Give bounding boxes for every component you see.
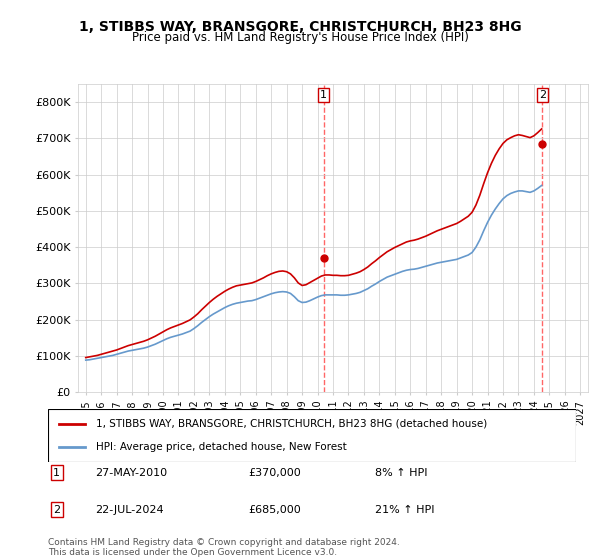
Text: Price paid vs. HM Land Registry's House Price Index (HPI): Price paid vs. HM Land Registry's House …: [131, 31, 469, 44]
Text: 1, STIBBS WAY, BRANSGORE, CHRISTCHURCH, BH23 8HG: 1, STIBBS WAY, BRANSGORE, CHRISTCHURCH, …: [79, 20, 521, 34]
Text: 27-MAY-2010: 27-MAY-2010: [95, 468, 167, 478]
Text: 1: 1: [320, 90, 327, 100]
Text: HPI: Average price, detached house, New Forest: HPI: Average price, detached house, New …: [95, 442, 346, 452]
Text: 2: 2: [539, 90, 546, 100]
FancyBboxPatch shape: [48, 409, 576, 462]
Text: 2: 2: [53, 505, 61, 515]
Text: 21% ↑ HPI: 21% ↑ HPI: [376, 505, 435, 515]
Text: £370,000: £370,000: [248, 468, 301, 478]
Text: £685,000: £685,000: [248, 505, 301, 515]
Text: 1, STIBBS WAY, BRANSGORE, CHRISTCHURCH, BH23 8HG (detached house): 1, STIBBS WAY, BRANSGORE, CHRISTCHURCH, …: [95, 419, 487, 429]
Text: 1: 1: [53, 468, 60, 478]
Text: 8% ↑ HPI: 8% ↑ HPI: [376, 468, 428, 478]
Text: 22-JUL-2024: 22-JUL-2024: [95, 505, 164, 515]
Text: Contains HM Land Registry data © Crown copyright and database right 2024.
This d: Contains HM Land Registry data © Crown c…: [48, 538, 400, 557]
